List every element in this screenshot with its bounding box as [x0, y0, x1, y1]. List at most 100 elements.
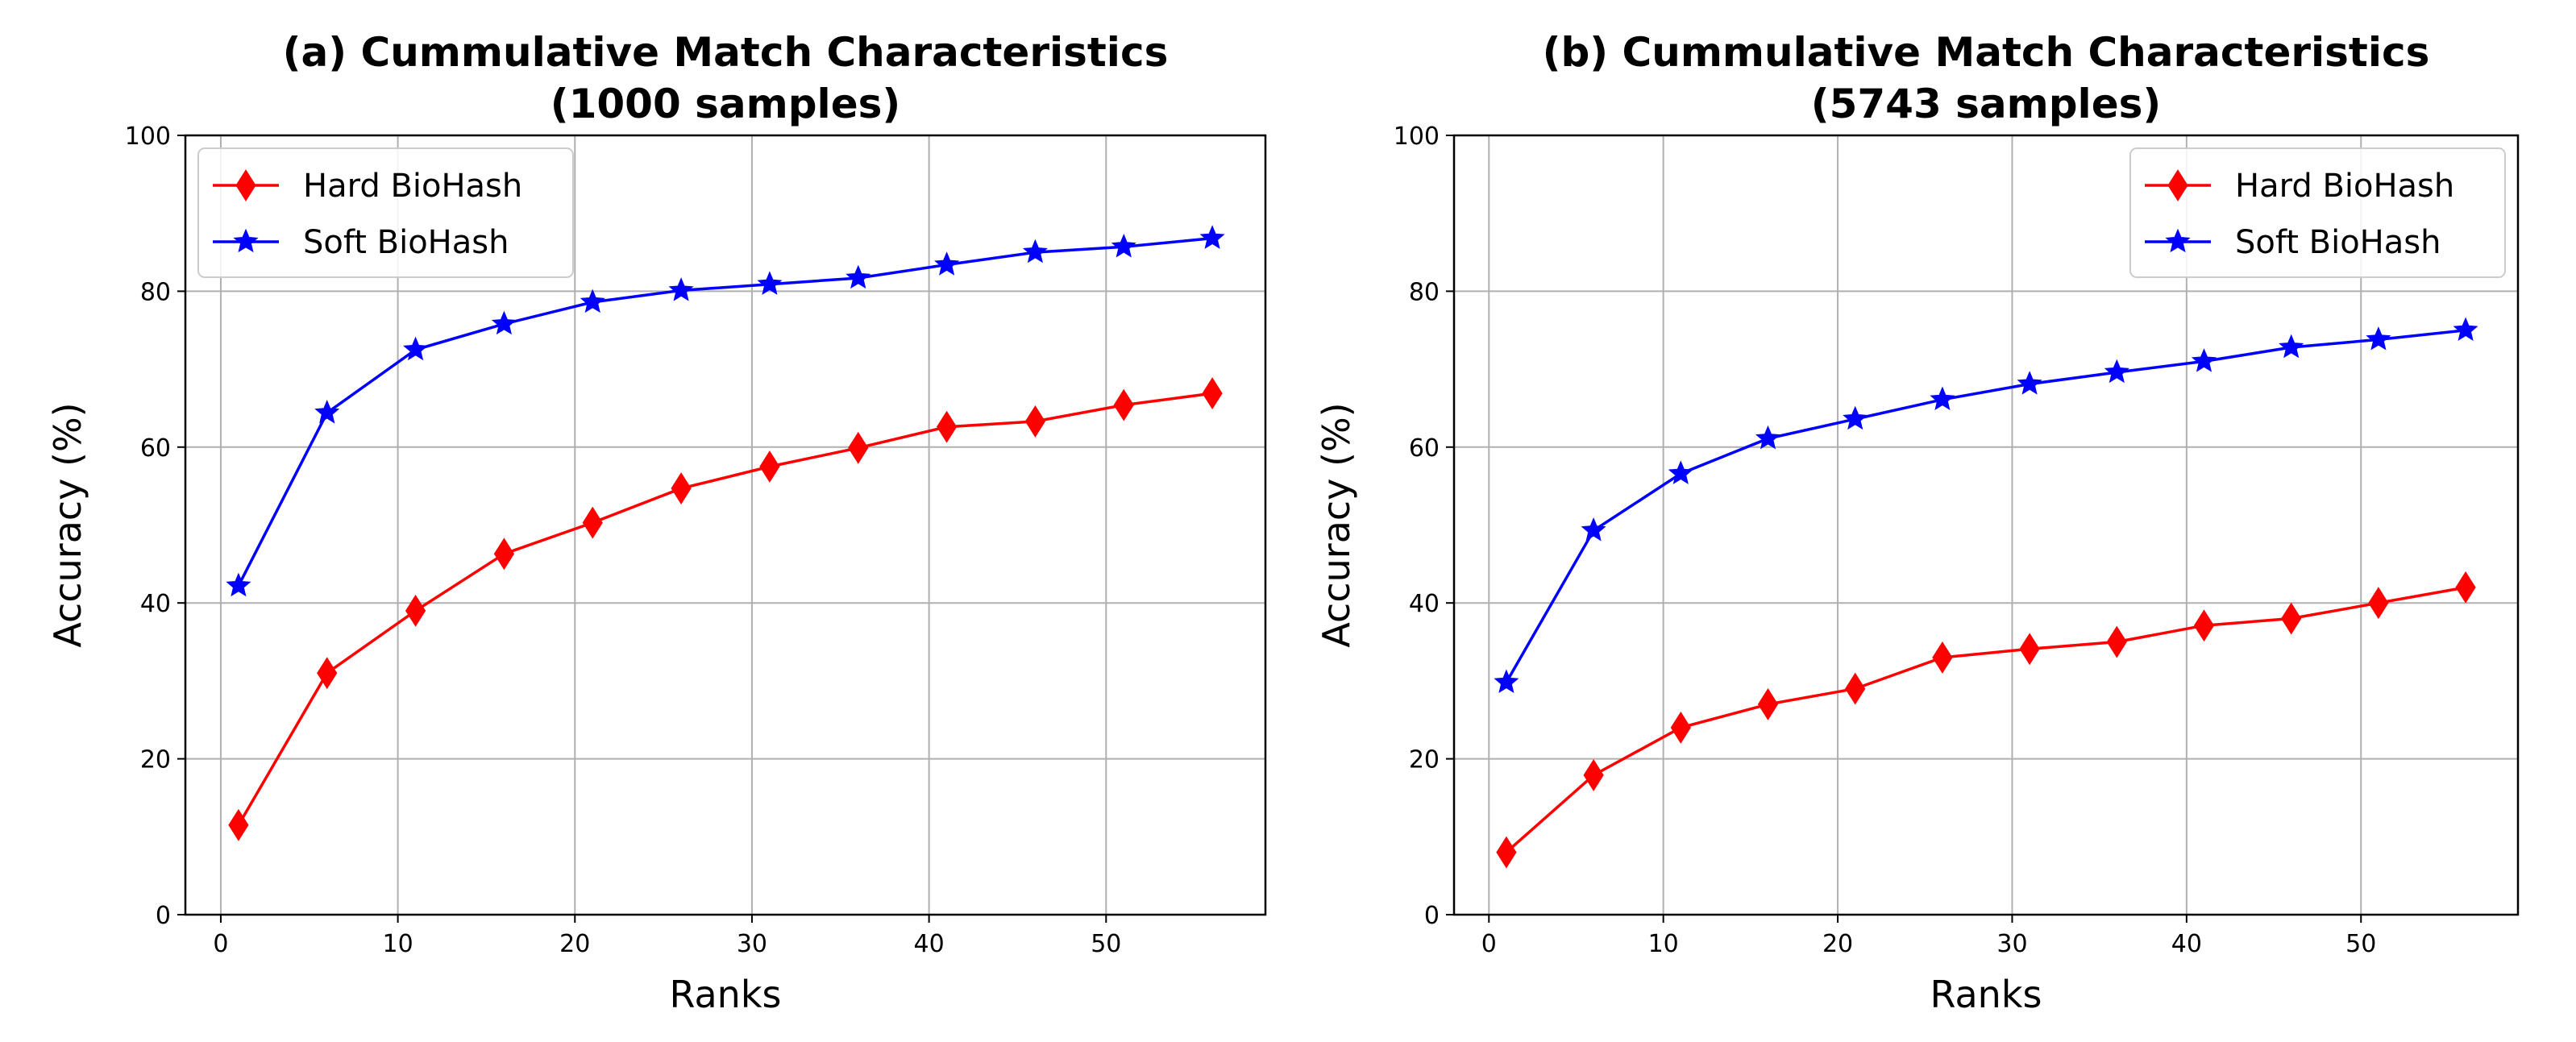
data-point — [2453, 317, 2478, 341]
y-tick-label: 80 — [140, 278, 171, 306]
y-tick-label: 20 — [1409, 746, 1440, 774]
data-point — [1932, 641, 1953, 674]
data-point — [580, 289, 605, 313]
data-point — [846, 264, 871, 289]
x-tick-label: 40 — [914, 930, 945, 958]
data-point — [2106, 625, 2127, 658]
data-point — [1755, 425, 1781, 450]
x-tick-label: 20 — [1822, 930, 1853, 958]
legend-box — [2129, 147, 2506, 278]
data-point — [491, 310, 517, 335]
chart-title-line-2: (5743 samples) — [1811, 81, 2161, 127]
data-point — [1843, 405, 1868, 430]
series-soft-biohash — [226, 225, 1225, 597]
x-tick-label: 0 — [213, 930, 228, 958]
series-hard-biohash — [1496, 571, 2476, 869]
y-axis-label: Accuracy (%) — [46, 402, 89, 647]
data-point — [2019, 633, 2040, 666]
data-point — [1022, 239, 1048, 264]
y-tick-label: 60 — [140, 434, 171, 463]
data-point — [317, 657, 338, 690]
data-point — [668, 277, 694, 301]
data-point — [403, 336, 429, 361]
legend: Hard BioHash Soft BioHash — [2129, 147, 2506, 278]
data-point — [934, 251, 960, 276]
data-point — [1202, 377, 1223, 410]
y-tick-label: 0 — [1424, 902, 1440, 930]
data-point — [228, 808, 249, 841]
data-point — [759, 450, 780, 483]
x-tick-label: 30 — [1996, 930, 2027, 958]
plot-frame — [184, 134, 1267, 916]
legend-marker — [2167, 169, 2188, 201]
data-point — [1845, 672, 1866, 705]
data-point — [1581, 517, 1606, 542]
data-point — [2368, 587, 2389, 620]
legend-label: Hard BioHash — [303, 168, 522, 205]
data-point — [1024, 405, 1046, 438]
data-point — [226, 572, 251, 597]
data-point — [493, 538, 515, 571]
y-tick-label: 0 — [156, 902, 171, 930]
x-tick-label: 40 — [2171, 930, 2202, 958]
y-tick-label: 100 — [125, 122, 171, 151]
data-point — [314, 399, 340, 424]
x-axis-label: Ranks — [670, 973, 782, 1016]
x-tick-label: 50 — [1091, 930, 1121, 958]
y-tick-label: 80 — [1409, 278, 1440, 306]
plot-frame — [1452, 134, 2520, 916]
data-point — [936, 410, 958, 443]
data-point — [757, 271, 783, 295]
legend-label: Hard BioHash — [2235, 168, 2454, 205]
x-axis-label: Ranks — [1930, 973, 2042, 1016]
series-line — [1505, 329, 2466, 683]
legend-label: Soft BioHash — [2235, 224, 2441, 261]
chart-title-line-1: (a) Cummulative Match Characteristics — [283, 29, 1169, 76]
legend: Hard BioHash Soft BioHash — [197, 147, 574, 278]
panel-a: (a) Cummulative Match Characteristics (10… — [46, 29, 1267, 1016]
data-point — [1757, 687, 1779, 720]
data-point — [1670, 711, 1691, 744]
data-point — [2193, 609, 2215, 642]
legend-label: Soft BioHash — [303, 224, 509, 261]
legend-marker — [235, 169, 256, 201]
y-tick-label: 20 — [140, 746, 171, 774]
data-point — [1496, 836, 1517, 869]
series-hard-biohash — [228, 377, 1223, 841]
data-point — [582, 506, 603, 539]
x-tick-label: 10 — [1648, 930, 1679, 958]
series-line — [1505, 586, 2466, 853]
chart-title-line-1: (b) Cummulative Match Characteristics — [1543, 29, 2430, 76]
data-point — [2281, 602, 2302, 635]
y-tick-label: 40 — [140, 590, 171, 618]
series-line — [237, 392, 1213, 826]
data-point — [2455, 571, 2476, 604]
legend-box — [197, 147, 574, 278]
data-point — [848, 431, 869, 464]
x-tick-label: 20 — [559, 930, 590, 958]
data-point — [2017, 371, 2042, 395]
data-point — [1199, 225, 1225, 249]
data-point — [2191, 348, 2217, 372]
data-point — [2279, 334, 2304, 359]
y-tick-label: 40 — [1409, 590, 1440, 618]
legend-marker — [233, 228, 259, 253]
data-point — [2366, 326, 2391, 351]
data-point — [1113, 388, 1134, 421]
x-tick-label: 50 — [2345, 930, 2376, 958]
legend-marker — [2165, 228, 2191, 253]
y-tick-label: 100 — [1394, 122, 1440, 151]
data-point — [1930, 386, 1955, 410]
data-point — [405, 594, 426, 627]
data-point — [1111, 233, 1136, 258]
y-tick-label: 60 — [1409, 434, 1440, 463]
x-tick-label: 30 — [737, 930, 767, 958]
series-line — [237, 236, 1213, 587]
x-tick-label: 0 — [1481, 930, 1497, 958]
x-tick-label: 10 — [383, 930, 413, 958]
data-point — [1668, 460, 1693, 484]
y-axis-label: Accuracy (%) — [1315, 402, 1358, 647]
chart-title-line-2: (1000 samples) — [551, 81, 900, 127]
